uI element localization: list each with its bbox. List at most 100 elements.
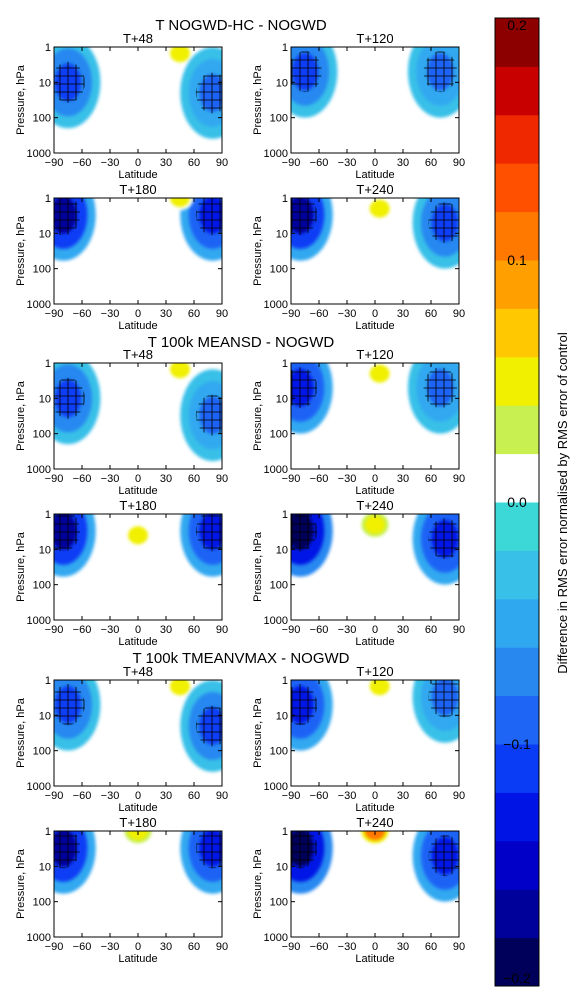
y-axis-label: Pressure, hPa <box>252 697 264 768</box>
significance-hatch <box>291 51 322 93</box>
significance-hatch <box>54 61 85 103</box>
y-axis-label: Pressure, hPa <box>15 64 27 135</box>
significance-hatch <box>423 367 458 409</box>
panel-1-1: T+120 −90 −60 −30 0 30 60 90 1 10 100 1000 Latitude P… <box>252 347 465 497</box>
x-tick-label: −90 <box>45 941 64 953</box>
significance-hatch <box>291 514 318 552</box>
significance-hatch <box>195 72 222 114</box>
significance-hatch <box>428 518 459 560</box>
x-tick-label: 60 <box>188 941 200 953</box>
y-tick-label: 1000 <box>27 299 51 311</box>
y-tick-label: 10 <box>276 544 288 556</box>
panel-title: T+48 <box>123 31 153 46</box>
x-tick-label: 90 <box>216 790 228 802</box>
colorbar-segment <box>495 356 539 406</box>
y-tick-label: 1000 <box>264 615 288 627</box>
y-tick-label: 10 <box>39 544 51 556</box>
y-tick-label: 1000 <box>264 148 288 160</box>
x-tick-label: −60 <box>73 157 92 169</box>
y-tick-label: 100 <box>270 113 288 125</box>
x-tick-label: −30 <box>101 157 120 169</box>
panel-2-0: T+48 −90 −60 −30 0 30 60 90 1 10 100 1000 Latitude Pr… <box>15 664 228 814</box>
y-tick-label: 1 <box>282 675 288 687</box>
significance-hatch <box>54 831 81 869</box>
y-axis-label: Pressure, hPa <box>15 697 27 768</box>
x-tick-label: 90 <box>453 941 465 953</box>
colorbar-segment <box>495 937 539 987</box>
anomaly-blob <box>170 47 190 63</box>
x-tick-label: −30 <box>101 624 120 636</box>
colorbar-segment <box>495 550 539 600</box>
panel-field <box>54 47 222 153</box>
x-tick-label: 60 <box>188 308 200 320</box>
significance-hatch <box>54 198 81 236</box>
panel-title: T+120 <box>356 664 393 679</box>
x-tick-label: 30 <box>160 790 172 802</box>
x-tick-label: −60 <box>310 790 329 802</box>
x-tick-label: 60 <box>188 157 200 169</box>
y-tick-label: 1 <box>282 42 288 54</box>
y-tick-label: 1 <box>282 509 288 521</box>
colorbar-segment <box>495 211 539 261</box>
panels-container: T+48−90 −60 −30 0 30 60 901101001000LatitudePr… <box>15 31 465 965</box>
x-tick-label: −60 <box>310 308 329 320</box>
colorbar-segment <box>495 18 539 67</box>
x-tick-label: −60 <box>310 624 329 636</box>
x-tick-label: −30 <box>338 157 357 169</box>
x-tick-label: 90 <box>453 308 465 320</box>
significance-hatch <box>195 831 222 869</box>
x-tick-label: 0 <box>372 157 378 169</box>
y-axis-label: Pressure, hPa <box>15 531 27 602</box>
panel-0-1: T+120 −90 −60 −30 0 30 60 90 1 10 100 1000 Latitude P… <box>252 31 465 181</box>
x-tick-label: −60 <box>73 624 92 636</box>
colorbar-segment <box>495 695 539 745</box>
significance-hatch <box>291 198 318 236</box>
x-axis-label: Latitude <box>355 320 394 332</box>
x-tick-label: 0 <box>135 624 141 636</box>
y-tick-label: 10 <box>39 77 51 89</box>
anomaly-blob <box>365 515 385 534</box>
colorbar-tick-label: −0.2 <box>503 970 531 986</box>
panel-field <box>54 680 222 786</box>
significance-hatch <box>195 705 222 747</box>
x-tick-label: −60 <box>310 157 329 169</box>
x-tick-label: 0 <box>372 941 378 953</box>
x-axis-label: Latitude <box>355 802 394 814</box>
y-tick-label: 10 <box>39 393 51 405</box>
x-tick-label: 30 <box>397 308 409 320</box>
x-tick-label: 60 <box>425 157 437 169</box>
y-tick-label: 100 <box>33 580 51 592</box>
y-tick-label: 1000 <box>264 932 288 944</box>
panel-field <box>291 363 459 469</box>
colorbar-segment <box>495 163 539 213</box>
y-tick-label: 1000 <box>27 148 51 160</box>
x-tick-label: −90 <box>45 473 64 485</box>
y-tick-label: 100 <box>270 580 288 592</box>
y-tick-label: 1 <box>45 42 51 54</box>
x-tick-label: −30 <box>338 473 357 485</box>
panel-title: T+48 <box>123 664 153 679</box>
y-tick-label: 100 <box>33 746 51 758</box>
x-tick-label: 30 <box>160 157 172 169</box>
colorbar-segment <box>495 260 539 309</box>
x-tick-label: 30 <box>397 473 409 485</box>
panel-field <box>54 831 222 937</box>
x-tick-label: 30 <box>160 308 172 320</box>
anomaly-blob <box>369 199 390 218</box>
x-tick-label: 30 <box>160 624 172 636</box>
colorbar-segment <box>495 744 539 793</box>
panel-1-0: T+48 −90 −60 −30 0 30 60 90 1 10 100 1000 Latitude Pr… <box>15 347 228 497</box>
x-tick-label: −60 <box>310 941 329 953</box>
group-title-3: T 100k TMEANVMAX - NOGWD <box>133 650 350 667</box>
x-tick-label: −30 <box>101 941 120 953</box>
colorbar-tick-label: 0.0 <box>507 494 527 510</box>
x-axis-label: Latitude <box>355 636 394 648</box>
y-tick-label: 1 <box>45 358 51 370</box>
x-tick-label: 90 <box>453 157 465 169</box>
y-tick-label: 1000 <box>27 781 51 793</box>
panel-2-2: T+180 −90 −60 −30 0 30 60 90 1 10 100 1000 Latitude P… <box>15 815 228 965</box>
x-tick-label: 0 <box>135 473 141 485</box>
x-tick-label: 90 <box>216 624 228 636</box>
y-tick-label: 100 <box>270 264 288 276</box>
x-tick-label: −30 <box>338 308 357 320</box>
